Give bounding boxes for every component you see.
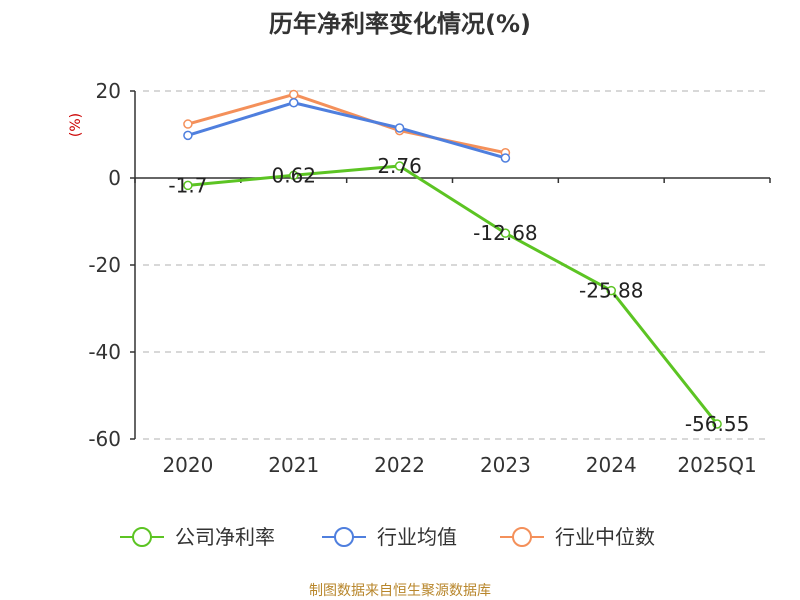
legend-item-2[interactable]: 行业中位数 (500, 525, 655, 549)
data-point[interactable] (394, 161, 405, 171)
chart-title: 历年净利率变化情况(%) (269, 10, 531, 38)
data-label: 0.62 (271, 163, 316, 187)
data-label: -1.7 (168, 173, 207, 197)
data-point[interactable] (394, 123, 405, 133)
legend-marker (132, 527, 152, 547)
data-point[interactable] (500, 153, 511, 163)
data-label: -25.88 (579, 279, 643, 303)
legend[interactable]: 公司净利率 行业均值 行业中位数 (120, 525, 655, 549)
x-tick-label: 2024 (586, 453, 637, 477)
source-note: 制图数据来自恒生聚源数据库 (309, 583, 491, 599)
x-tick-label: 2022 (374, 453, 425, 477)
y-tick-label: -40 (88, 340, 121, 364)
series-line-0 (187, 164, 719, 425)
data-point[interactable] (183, 130, 193, 141)
data-point[interactable] (712, 419, 722, 429)
data-label: 2.76 (377, 154, 422, 178)
data-point[interactable] (289, 170, 299, 181)
y-tick-label: -60 (88, 427, 121, 451)
x-tick-label: 2021 (268, 453, 319, 477)
legend-label: 公司净利率 (175, 525, 275, 549)
data-point[interactable] (183, 119, 193, 129)
legend-label: 行业中位数 (555, 525, 655, 549)
grid-lines (143, 90, 770, 440)
y-tick-label: 0 (108, 166, 121, 190)
y-axis-unit-label: (%) (68, 113, 84, 137)
x-tick-label: 2023 (480, 453, 531, 477)
data-label: -56.55 (685, 412, 749, 436)
data-label: -12.68 (473, 221, 537, 245)
data-point[interactable] (500, 228, 511, 238)
data-labels: -1.7 0.62 2.76 -12.68 -25.88 -56.55 (168, 154, 749, 436)
data-point[interactable] (183, 180, 193, 191)
legend-label: 行业均值 (377, 525, 457, 549)
data-point[interactable] (289, 89, 299, 100)
series-lines (183, 89, 722, 429)
legend-item-1[interactable]: 行业均值 (322, 525, 457, 549)
legend-marker (512, 527, 532, 547)
data-point[interactable] (606, 285, 616, 296)
y-tick-label: -20 (88, 253, 121, 277)
x-tick-label: 2020 (162, 453, 213, 477)
x-tick-label: 2025Q1 (677, 453, 756, 477)
legend-item-0[interactable]: 公司净利率 (120, 525, 275, 549)
series-line-1 (187, 101, 506, 160)
axes: 20 0 -20 -40 -60 2020 2021 2022 2023 2024 2025Q1 (88, 79, 771, 477)
data-point[interactable] (289, 97, 299, 108)
y-tick-label: 20 (96, 79, 121, 103)
legend-marker (334, 527, 354, 547)
